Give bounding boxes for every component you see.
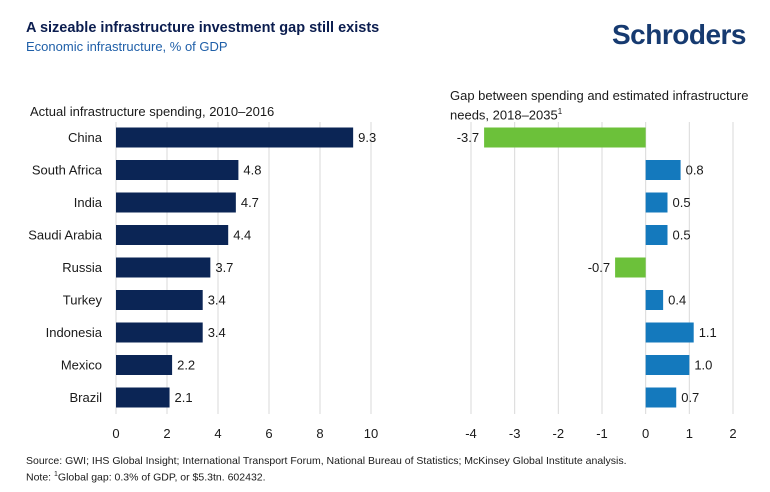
left-bar [116,322,203,343]
right-bar [484,127,646,148]
left-bar [116,192,236,213]
right-data-label: 1.0 [694,358,712,373]
right-data-label: 0.7 [681,390,699,405]
left-bar [116,290,203,310]
category-label: India [74,195,103,210]
right-x-tick-label: -3 [509,426,521,441]
right-x-tick-label: -1 [596,426,608,441]
left-data-label: 4.4 [233,228,251,243]
right-data-label: 0.5 [673,195,691,210]
right-x-tick-label: -4 [465,426,477,441]
left-data-label: 4.7 [241,195,259,210]
left-bar [116,257,211,278]
right-data-label: -0.7 [588,260,610,275]
left-x-tick-label: 8 [316,426,323,441]
category-label: China [68,130,103,145]
right-bar [645,322,694,343]
left-x-tick-label: 0 [112,426,119,441]
right-x-tick-label: 0 [642,426,649,441]
left-bar [116,225,229,245]
left-x-tick-label: 2 [163,426,170,441]
right-panel-title-footnote: 1 [557,107,563,116]
left-data-label: 4.8 [243,163,261,178]
right-x-tick-label: 2 [729,426,736,441]
category-label: Turkey [63,293,103,308]
left-x-tick-label: 10 [364,426,378,441]
right-bar [615,257,646,278]
right-data-label: -3.7 [457,130,479,145]
right-panel-title: Gap between spending and estimated infra… [450,88,750,123]
right-x-tick-label: -2 [553,426,565,441]
note-text: Global gap: 0.3% of GDP, or $5.3tn. 6024… [57,471,266,484]
right-data-label: 0.8 [686,163,704,178]
left-data-label: 3.4 [208,293,226,308]
source-note: Source: GWI; IHS Global Insight; Interna… [26,455,627,467]
right-bar [645,355,690,375]
footer: Source: GWI; IHS Global Insight; Interna… [26,455,627,485]
right-bar [645,225,668,245]
right-bar [645,387,677,408]
chart-subtitle: Economic infrastructure, % of GDP [26,39,228,54]
left-x-tick-label: 6 [265,426,272,441]
right-data-label: 0.4 [668,293,686,308]
category-label: South Africa [32,163,103,178]
left-data-label: 3.4 [208,325,226,340]
right-data-label: 0.5 [673,228,691,243]
right-bar [645,160,681,180]
left-bar [116,160,239,180]
note-sup: 1 [54,471,58,478]
left-bar [116,127,354,148]
left-data-label: 9.3 [358,130,376,145]
note-prefix: Note: [26,471,55,484]
left-data-label: 3.7 [215,260,233,275]
chart-title: A sizeable infrastructure investment gap… [26,20,380,36]
category-label: Saudi Arabia [28,228,102,243]
category-label: Russia [62,260,103,275]
left-bar [116,387,170,408]
right-panel-title-text: Gap between spending and estimated infra… [450,88,749,123]
left-panel-title: Actual infrastructure spending, 2010–201… [30,104,275,119]
right-bar [645,192,668,213]
category-label: Brazil [69,390,102,405]
category-label: Mexico [61,358,102,373]
left-bar [116,355,173,375]
left-data-label: 2.1 [175,390,193,405]
category-label: Indonesia [46,325,103,340]
right-bar [645,290,664,310]
right-data-label: 1.1 [699,325,717,340]
footnote: Note: 1Global gap: 0.3% of GDP, or $5.3t… [26,468,627,485]
brand-logo: Schroders [612,19,747,50]
left-data-label: 2.2 [177,358,195,373]
right-x-tick-label: 1 [686,426,693,441]
left-x-tick-label: 4 [214,426,221,441]
